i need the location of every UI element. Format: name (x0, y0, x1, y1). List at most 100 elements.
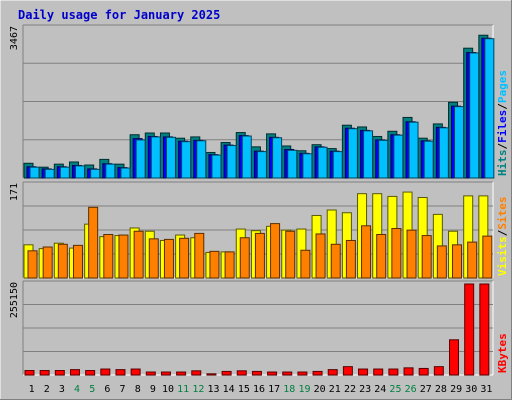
bar-pages-day-6 (105, 163, 116, 179)
x-tick-label: 31 (480, 384, 492, 395)
bar-pages-day-26 (408, 121, 419, 179)
bar-pages-day-8 (135, 139, 146, 179)
x-tick-label: 8 (135, 384, 141, 395)
series-sites (27, 206, 493, 279)
bar-pages-day-4 (74, 165, 85, 179)
panel-kbytes: 255150 KBytes (9, 280, 509, 376)
x-tick-label: 27 (420, 384, 432, 395)
bar-pages-day-31 (484, 38, 495, 179)
bar-kbytes-day-5 (85, 370, 96, 376)
x-tick-label: 30 (465, 384, 477, 395)
bar-sites-day-13 (209, 250, 220, 279)
bar-sites-day-9 (148, 238, 159, 279)
bar-pages-day-10 (165, 136, 176, 179)
bar-kbytes-day-6 (100, 368, 111, 376)
bar-kbytes-day-18 (282, 371, 293, 376)
bar-sites-day-16 (254, 232, 265, 279)
bar-sites-day-4 (72, 244, 83, 279)
bar-kbytes-day-31 (479, 283, 490, 376)
bar-sites-day-26 (406, 229, 417, 279)
x-tick-label: 14 (223, 384, 235, 395)
bar-sites-day-28 (436, 245, 447, 279)
bar-kbytes-day-30 (464, 283, 475, 376)
bar-kbytes-day-13 (206, 373, 217, 376)
bar-sites-day-8 (133, 230, 144, 279)
bar-pages-day-28 (438, 127, 449, 179)
panel-legend: Visits/Sites (496, 197, 509, 277)
bar-pages-day-9 (150, 136, 161, 179)
bar-kbytes-day-27 (418, 367, 429, 376)
bar-sites-day-14 (224, 251, 235, 279)
bar-sites-day-7 (118, 234, 129, 279)
legend-entry: / (496, 229, 509, 236)
bar-kbytes-day-12 (191, 370, 202, 376)
bar-kbytes-day-16 (251, 370, 262, 376)
bar-sites-day-19 (300, 249, 311, 279)
legend-entry: Hits (496, 150, 509, 177)
bar-kbytes-day-26 (403, 367, 414, 376)
bar-pages-day-29 (454, 106, 465, 179)
x-tick-label: 7 (120, 384, 126, 395)
bar-sites-day-2 (42, 246, 53, 279)
bar-pages-day-15 (241, 135, 252, 179)
bar-pages-day-24 (378, 139, 389, 179)
bar-pages-day-13 (211, 154, 222, 179)
y-max-label: 3467 (9, 26, 20, 50)
bar-pages-day-22 (347, 128, 358, 179)
bar-sites-day-24 (376, 233, 387, 279)
bar-sites-day-23 (361, 225, 372, 279)
x-tick-label: 23 (359, 384, 371, 395)
bar-kbytes-day-14 (221, 370, 232, 376)
x-tick-label: 19 (298, 384, 310, 395)
bar-kbytes-day-24 (373, 368, 384, 376)
bar-sites-day-21 (330, 243, 341, 279)
x-tick-label: 3 (59, 384, 65, 395)
series-pages (29, 38, 495, 179)
bar-sites-day-25 (391, 228, 402, 279)
legend-entry: Visits (496, 236, 509, 276)
x-tick-label: 26 (405, 384, 417, 395)
x-axis-labels: 1 2 3 4 5 6 7 8 9 10 11 12 13 14 15 16 17 18 19 20 21 22 23 24 2… (29, 384, 493, 395)
panel-legend: Hits/Files/Pages (496, 70, 509, 176)
bar-pages-day-30 (469, 52, 480, 179)
x-tick-label: 2 (44, 384, 50, 395)
bar-kbytes-day-28 (433, 366, 444, 376)
x-tick-label: 21 (329, 384, 341, 395)
x-tick-label: 4 (74, 384, 80, 395)
bar-kbytes-day-7 (115, 369, 126, 376)
x-tick-label: 25 (389, 384, 401, 395)
bar-kbytes-day-10 (160, 371, 171, 376)
bar-pages-day-7 (120, 167, 131, 179)
x-tick-label: 12 (192, 384, 204, 395)
x-tick-label: 13 (207, 384, 219, 395)
bar-sites-day-18 (285, 230, 296, 279)
bar-sites-day-30 (467, 241, 478, 279)
panel-hits-files-pages: 3467 Hits/Files/Pages (9, 24, 509, 179)
bar-sites-day-3 (57, 243, 68, 279)
bar-kbytes-day-11 (176, 371, 187, 376)
bar-kbytes-day-19 (297, 371, 308, 376)
bar-pages-day-11 (181, 141, 192, 179)
bar-kbytes-day-1 (24, 370, 35, 376)
bar-kbytes-day-8 (130, 368, 141, 376)
bar-kbytes-day-21 (327, 369, 338, 376)
bar-sites-day-20 (315, 233, 326, 279)
bar-pages-day-27 (423, 140, 434, 179)
x-tick-label: 6 (104, 384, 110, 395)
x-tick-label: 29 (450, 384, 462, 395)
bar-kbytes-day-3 (54, 370, 65, 376)
bar-sites-day-17 (270, 223, 281, 279)
x-tick-label: 16 (253, 384, 265, 395)
y-max-label: 171 (9, 183, 20, 201)
bar-pages-day-25 (393, 134, 404, 179)
bar-sites-day-6 (103, 233, 114, 279)
bar-sites-day-29 (452, 244, 463, 279)
bar-sites-day-10 (163, 238, 174, 279)
bar-sites-day-1 (27, 250, 38, 279)
x-tick-label: 1 (29, 384, 35, 395)
bar-kbytes-day-23 (358, 368, 369, 376)
bar-sites-day-5 (88, 206, 99, 279)
bar-pages-day-18 (287, 149, 298, 179)
bar-kbytes-day-15 (236, 370, 247, 376)
